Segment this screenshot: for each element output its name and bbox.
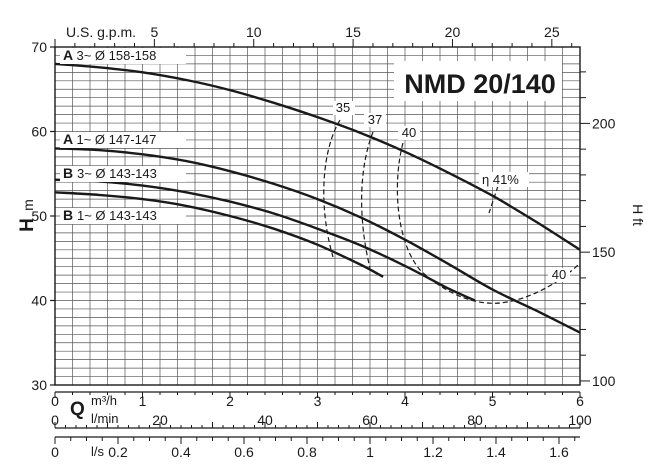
title-box: NMD 20/140 [394,61,562,101]
lmin-tick-label: 0 [51,412,59,428]
top-axis-title: U.S. g.p.m. [66,24,136,40]
ls-tick-label: 0.4 [171,444,191,460]
right-tick-label: 100 [592,373,616,389]
head-curve-line [54,147,581,334]
q-tick-label: 1 [139,393,147,409]
curve-label: B 1~ Ø 143-143 [63,207,157,223]
efficiency-label-40-upper: 40 [402,125,416,140]
left-tick-label: 70 [31,39,47,55]
q-axis-unit: m³/h [91,393,117,408]
right-tick-label: 150 [592,244,616,260]
left-tick-label: 30 [31,377,47,393]
ls-tick-label: 1.6 [549,444,569,460]
top-tick-label: 5 [150,24,158,40]
eff-label-bg [398,126,420,140]
efficiency-curves: 35 37 40 η 41% 40 [323,100,579,304]
curve-label-bg [60,166,186,182]
ls-tick-label: 0 [51,444,59,460]
ls-tick-label: 1.4 [486,444,506,460]
ls-tick-label: 0.2 [108,444,128,460]
q-tick-label: 6 [576,393,584,409]
left-tick-label: 60 [31,124,47,140]
efficiency-label-peak: η 41% [482,172,519,187]
efficiency-best-point-marker [488,185,499,214]
left-axis-unit: m [20,199,36,211]
head-curve-line [54,191,384,278]
top-tick-label: 10 [246,24,262,40]
curve-label-bg [60,132,186,148]
chart-title: NMD 20/140 [404,69,556,99]
lmin-axis-unit: l/min [91,411,118,426]
right-axis-title: H ft [630,204,646,226]
q-tick-label: 5 [489,393,497,409]
lmin-tick-label: 100 [568,412,592,428]
q-tick-label: 0 [51,393,59,409]
efficiency-iso-35 [323,119,341,258]
ls-axis-unit: l/s [91,444,105,459]
q-tick-label: 2 [226,393,234,409]
lmin-tick-label: 80 [467,412,483,428]
top-tick-label: 25 [544,24,560,40]
head-curve-line [54,178,476,302]
ls-tick-label: 0.8 [297,444,317,460]
lmin-tick-label: 20 [152,412,168,428]
efficiency-label-35: 35 [336,100,350,115]
curve-label: A 3~ Ø 158-158 [63,47,156,63]
lmin-tick-label: 60 [362,412,378,428]
head-curves: A 3~ Ø 158-158 A 1~ Ø 147-147 B 3~ Ø 143-1… [54,47,581,334]
right-tick-label: 200 [592,115,616,131]
eff-label-bg [548,268,570,282]
curve-label-bg [60,48,186,64]
curve-label-bg [60,208,186,224]
curve-label: B 3~ Ø 143-143 [63,165,157,181]
head-curve-line [54,62,581,251]
ls-tick-label: 1 [366,444,374,460]
efficiency-iso-37 [361,131,374,269]
efficiency-label-40-lower: 40 [552,267,566,282]
left-tick-label: 50 [31,208,47,224]
q-tick-label: 4 [401,393,409,409]
left-axis-title: H m [17,199,38,232]
top-tick-label: 15 [345,24,361,40]
eff-label-bg [364,113,386,127]
eff-label-bg [479,172,529,187]
left-axis-symbol: H [17,218,38,232]
lmin-tick-label: 40 [257,412,273,428]
q-axis-symbol: Q [70,399,85,420]
top-tick-label: 20 [445,24,461,40]
curve-label: A 1~ Ø 147-147 [63,131,156,147]
efficiency-iso-40 [396,142,579,304]
efficiency-label-37: 37 [368,112,382,127]
q-tick-label: 3 [314,393,322,409]
ls-tick-label: 0.6 [234,444,254,460]
eff-label-bg [333,101,355,115]
left-tick-label: 40 [31,293,47,309]
ls-tick-label: 1.2 [423,444,443,460]
